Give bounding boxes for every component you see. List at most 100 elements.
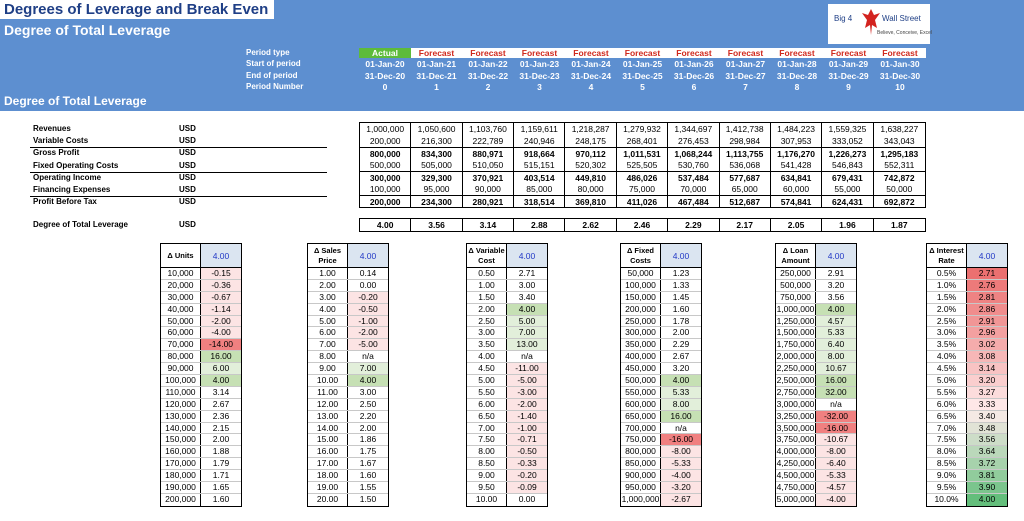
sensitivity-header: Δ Interest Rate 4.00: [927, 244, 1007, 268]
sensitivity-row: 4,000,000 -8.00: [776, 446, 856, 459]
sensitivity-input: 3.00: [308, 291, 348, 303]
sensitivity-row: 1,500,000 5.33: [776, 327, 856, 340]
sensitivity-row: 8.00 -0.50: [467, 446, 547, 459]
pl-column: 3.14: [463, 219, 515, 231]
pl-column: 1,344,697 276,453 1,068,244 530,760 537,484 7…: [668, 123, 720, 207]
sensitivity-input: 1.00: [467, 279, 507, 291]
sensitivity-row: 2,500,000 16.00: [776, 375, 856, 387]
page-subtitle: Degree of Total Leverage: [4, 22, 171, 38]
sensitivity-row: 150,000 2.00: [161, 434, 241, 447]
dtl-unit: USD: [179, 220, 196, 229]
pl-cell: 65,000: [731, 184, 758, 194]
sensitivity-input: 10.00: [467, 493, 507, 506]
sensitivity-header: Δ Fixed Costs 4.00: [621, 244, 701, 268]
sensitivity-output: n/a: [661, 422, 701, 434]
sensitivity-output: 0.00: [507, 493, 547, 506]
row-unit: USD: [179, 197, 196, 207]
pl-cell: 307,953: [780, 136, 812, 146]
period-number: 4: [588, 82, 594, 92]
sensitivity-base-value: 4.00: [201, 244, 241, 267]
sensitivity-output: 16.00: [201, 351, 241, 363]
sensitivity-row: 350,000 2.29: [621, 339, 701, 352]
sensitivity-input: 150,000: [161, 434, 201, 446]
sensitivity-input: 7.00: [467, 422, 507, 434]
sensitivity-row: 1,000,000 4.00: [776, 303, 856, 316]
pl-column: 1,638,227 343,043 1,295,183 552,311 742,872 5…: [873, 123, 925, 207]
sensitivity-input: 2,000,000: [776, 351, 816, 363]
sensitivity-row: 160,000 1.88: [161, 446, 241, 459]
sensitivity-input: 100,000: [161, 375, 201, 386]
pl-column: 1.96: [822, 219, 874, 231]
period-number: 0: [382, 82, 388, 92]
period-row-label: Period type: [246, 48, 290, 57]
row-label: Fixed Operating Costs: [33, 160, 119, 170]
sensitivity-output: -1.00: [507, 422, 547, 434]
sensitivity-input: 10.0%: [927, 493, 967, 506]
sensitivity-header: Δ Units 4.00: [161, 244, 241, 268]
sensitivity-row: 10.00 0.00: [467, 493, 547, 506]
pl-cell: 541,428: [780, 160, 812, 170]
sensitivity-output: -0.36: [201, 279, 241, 291]
period-start: 01-Jan-23: [519, 59, 560, 69]
pl-cell: 546,843: [832, 160, 863, 170]
sensitivity-input: 1,250,000: [776, 315, 816, 327]
pl-column: 1,159,611 240,946 918,664 515,151 403,514 85,…: [514, 123, 566, 207]
sensitivity-input: 550,000: [621, 386, 661, 398]
sensitivity-input: 30,000: [161, 291, 201, 303]
company-logo: Big 4 Wall Street Believe, Conceive, Exc…: [828, 4, 932, 44]
sensitivity-row: 750,000 -16.00: [621, 434, 701, 447]
sensitivity-input: 9.5%: [927, 482, 967, 493]
sensitivity-output: 1.71: [201, 470, 241, 482]
sensitivity-row: 5.0% 3.20: [927, 375, 1007, 387]
period-type-badge: Forecast: [719, 48, 772, 58]
sensitivity-row: 6.5% 3.40: [927, 410, 1007, 423]
sensitivity-output: 2.76: [967, 279, 1007, 291]
sensitivity-output: -0.50: [348, 303, 388, 315]
sensitivity-row: 9.50 -0.09: [467, 482, 547, 494]
sensitivity-output: -14.00: [201, 339, 241, 351]
sensitivity-output: 13.00: [507, 339, 547, 351]
sensitivity-input: 140,000: [161, 422, 201, 434]
sensitivity-output: 6.40: [816, 339, 856, 351]
sensitivity-output: 1.75: [348, 446, 388, 458]
sensitivity-output: 1.50: [348, 493, 388, 506]
sensitivity-output: -1.40: [507, 410, 547, 422]
pl-cell: 574,841: [770, 195, 822, 207]
pl-cell: 1,559,325: [828, 124, 867, 134]
sensitivity-row: 500,000 3.20: [776, 279, 856, 292]
period-end: 31-Dec-20: [364, 71, 406, 81]
sensitivity-row: 5,000,000 -4.00: [776, 493, 856, 506]
sensitivity-input: 2.50: [467, 315, 507, 327]
sensitivity-row: 800,000 -8.00: [621, 446, 701, 459]
sensitivity-input: 18.00: [308, 470, 348, 482]
sensitivity-row: 950,000 -3.20: [621, 482, 701, 494]
sensitivity-row: 5.5% 3.27: [927, 386, 1007, 399]
sensitivity-row: 8.5% 3.72: [927, 458, 1007, 471]
sensitivity-row: 2.00 0.00: [308, 279, 388, 292]
sensitivity-row: 20,000 -0.36: [161, 279, 241, 292]
sensitivity-row: 16.00 1.75: [308, 446, 388, 459]
sensitivity-input: 4.5%: [927, 363, 967, 375]
sensitivity-row: 7.50 -0.71: [467, 434, 547, 447]
pl-cell: 240,946: [523, 136, 555, 146]
sensitivity-row: 10,000 -0.15: [161, 268, 241, 280]
sensitivity-output: 1.67: [348, 458, 388, 470]
sensitivity-table: Δ Sales Price 4.00 1.00 0.14 2.00 0.00 3.00 -0.…: [307, 243, 389, 507]
sensitivity-variable: Δ Sales Price: [308, 244, 348, 267]
sensitivity-input: 16.00: [308, 446, 348, 458]
sensitivity-variable: Δ Units: [161, 244, 201, 267]
sensitivity-row: 190,000 1.65: [161, 482, 241, 494]
sensitivity-input: 4,500,000: [776, 470, 816, 482]
sensitivity-input: 1.5%: [927, 291, 967, 303]
sensitivity-variable: Δ Loan Amount: [776, 244, 816, 267]
sensitivity-row: 60,000 -4.00: [161, 327, 241, 340]
sensitivity-row: 200,000 1.60: [161, 493, 241, 506]
sensitivity-row: 7.00 -5.00: [308, 339, 388, 352]
sensitivity-row: 3,750,000 -10.67: [776, 434, 856, 447]
sensitivity-input: 6.50: [467, 410, 507, 422]
row-rule: [30, 196, 327, 198]
pl-cell: 634,841: [770, 171, 822, 183]
period-start: 01-Jan-26: [674, 59, 714, 69]
pl-cell: 1,484,223: [777, 124, 815, 134]
sensitivity-row: 1.00 0.14: [308, 268, 388, 280]
